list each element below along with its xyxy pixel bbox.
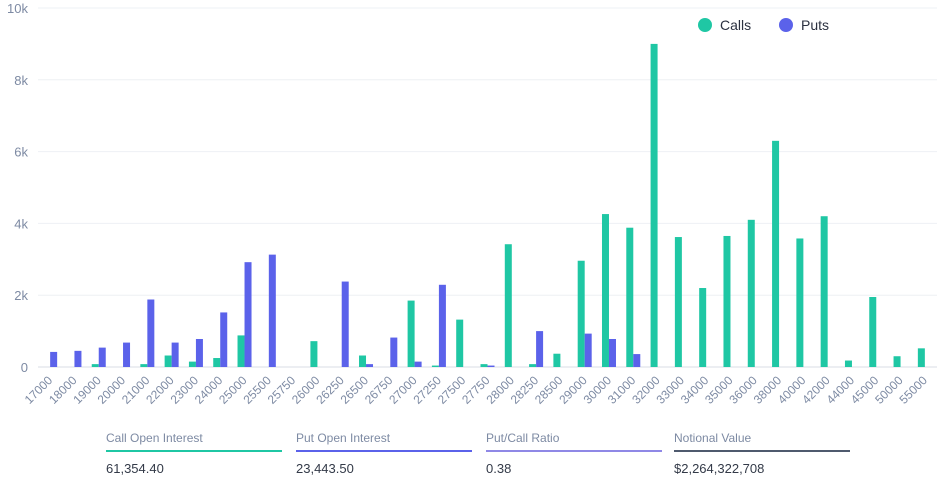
calls-bar	[359, 355, 367, 367]
calls-bar	[917, 348, 925, 367]
stat-underline	[486, 450, 662, 452]
calls-bar	[237, 335, 245, 367]
calls-bar	[577, 260, 585, 367]
puts-bar	[608, 338, 616, 367]
stat-label: Put/Call Ratio	[486, 431, 560, 445]
y-tick-label: 2k	[14, 288, 28, 303]
puts-bar	[50, 351, 58, 367]
puts-bar	[268, 254, 276, 367]
calls-bar	[213, 358, 221, 367]
puts-bar	[536, 331, 544, 367]
puts-bar	[171, 342, 179, 367]
stat-label: Notional Value	[674, 431, 752, 445]
legend-label: Puts	[801, 17, 829, 33]
y-tick-label: 4k	[14, 216, 28, 231]
puts-bar	[123, 342, 131, 367]
calls-bar	[772, 140, 780, 367]
calls-bar	[164, 355, 172, 367]
calls-bar	[674, 237, 682, 367]
stat-value: 23,443.50	[296, 461, 354, 476]
calls-bar	[407, 300, 415, 367]
put-call-ratio-stat: Put/Call Ratio 0.38	[486, 430, 662, 476]
calls-legend-dot	[698, 18, 712, 32]
puts-bar	[341, 281, 349, 367]
calls-bar	[601, 214, 609, 367]
calls-bar	[480, 364, 488, 367]
puts-bar	[74, 350, 82, 367]
calls-bar	[796, 238, 804, 367]
puts-bar	[414, 361, 422, 367]
calls-bar	[869, 296, 877, 367]
calls-bar	[723, 235, 731, 367]
calls-bar	[650, 43, 658, 368]
puts-bar	[633, 354, 641, 367]
puts-bar	[244, 262, 252, 367]
put-open-interest-stat: Put Open Interest 23,443.50	[296, 430, 472, 476]
stats-panel: Call Open Interest 61,354.40 Put Open In…	[106, 430, 866, 480]
puts-bar	[584, 333, 592, 367]
calls-bar	[91, 364, 99, 367]
legend-label: Calls	[720, 17, 751, 33]
open-interest-chart: 02k4k6k8k10k1700018000190002000021000220…	[7, 1, 937, 407]
calls-bar	[553, 353, 561, 367]
x-tick-label: 55000	[896, 373, 930, 407]
calls-bar	[844, 360, 852, 367]
calls-bar	[431, 365, 439, 367]
calls-bar	[310, 341, 318, 367]
stat-value: 61,354.40	[106, 461, 164, 476]
calls-bar	[529, 364, 537, 367]
y-tick-label: 10k	[7, 1, 28, 16]
legend-item: Puts	[779, 17, 829, 33]
calls-bar	[188, 361, 196, 367]
puts-bar	[487, 365, 495, 367]
calls-bar	[893, 356, 901, 367]
call-open-interest-stat: Call Open Interest 61,354.40	[106, 430, 282, 476]
y-tick-label: 8k	[14, 73, 28, 88]
puts-bar	[195, 338, 203, 367]
y-tick-label: 6k	[14, 145, 28, 160]
y-tick-label: 0	[21, 360, 28, 375]
stat-label: Call Open Interest	[106, 431, 203, 445]
calls-bar	[699, 288, 707, 367]
stat-value: 0.38	[486, 461, 512, 476]
puts-bar	[98, 347, 106, 367]
stat-underline	[106, 450, 282, 452]
notional-value-stat: Notional Value $2,264,322,708	[674, 430, 850, 476]
calls-bar	[626, 227, 634, 367]
stat-label: Put Open Interest	[296, 431, 391, 445]
calls-bar	[747, 219, 755, 367]
puts-bar	[438, 284, 446, 367]
legend-item: Calls	[698, 17, 751, 33]
puts-bar	[366, 364, 374, 367]
stat-underline	[296, 450, 472, 452]
calls-bar	[456, 319, 464, 367]
stat-underline	[674, 450, 850, 452]
calls-bar	[140, 364, 148, 367]
puts-bar	[220, 312, 228, 367]
calls-bar	[820, 216, 828, 367]
puts-legend-dot	[779, 18, 793, 32]
calls-bar	[504, 244, 512, 367]
puts-bar	[390, 337, 398, 367]
puts-bar	[147, 299, 155, 367]
stat-value: $2,264,322,708	[674, 461, 765, 476]
